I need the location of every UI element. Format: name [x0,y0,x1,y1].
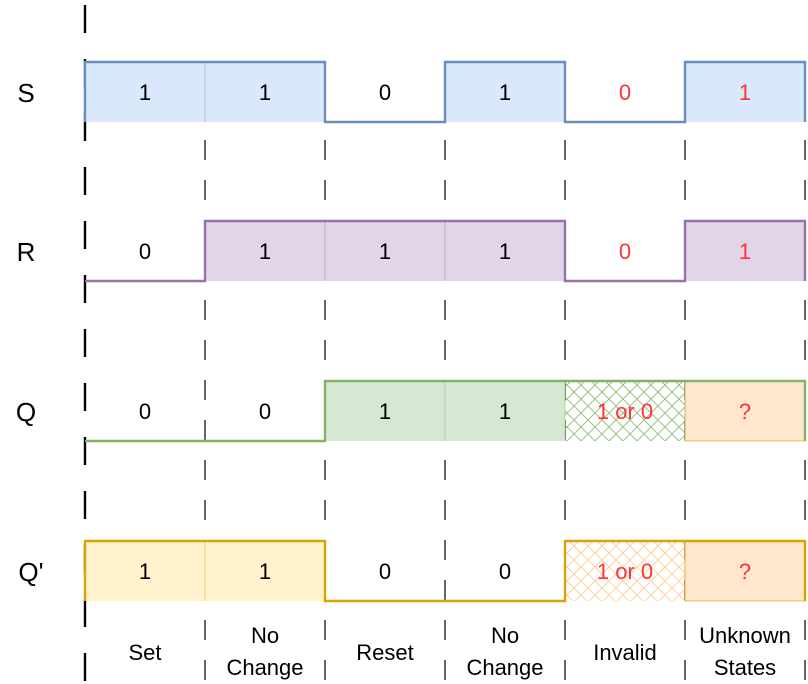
cell-fill [85,541,205,601]
cell-fill [445,381,565,441]
cell-fill [205,221,325,281]
phase-text: Set [128,640,161,665]
cell-fill [685,541,805,601]
cell-fill [205,62,325,122]
phase-text-line-2: States [714,655,776,680]
cell-fill [685,221,805,281]
signal-labels: S R Q Q' [16,78,44,587]
cell-value: 0 [379,559,391,584]
cell-value: 0 [139,239,151,264]
cell-value: 1 [499,239,511,264]
cell-value: 1 [139,559,151,584]
cell-fill [445,62,565,122]
cell-fill [445,221,565,281]
cell-fill [565,541,685,601]
cell-fill [685,381,805,441]
cell-value: 1 [139,80,151,105]
phase-label-reset: Reset [356,640,413,665]
cell-value: ? [739,399,751,424]
cell-fill [85,62,205,122]
signal-row-q: 1 1 0 0 1 or 0? [83,539,807,603]
phase-text: Reset [356,640,413,665]
phase-label-no-change: No Change [466,623,543,680]
phase-text: Invalid [593,640,657,665]
cell-value: 1 [379,239,391,264]
signal-label-r: R [17,237,36,267]
cell-value: 0 [499,559,511,584]
phase-text-line-2: Change [226,655,303,680]
phase-text-line-2: Change [466,655,543,680]
cell-value: 1 [499,80,511,105]
cell-fill [325,381,445,441]
cell-value: 0 [139,399,151,424]
phase-text-line-1: Unknown [699,623,791,648]
phase-label-set: Set [128,640,161,665]
phase-label-no-change: No Change [226,623,303,680]
cell-value: ? [739,559,751,584]
phase-text-line-1: No [491,623,519,648]
cell-value: 0 [259,399,271,424]
cell-fill [565,381,685,441]
signal-rows: 1 1 0 1 0 1 0 1 1 1 0 1 0 0 1 1 1 or 0 ? 1 1 0 0 1 or 0? [83,60,807,603]
cell-value: 1 [499,399,511,424]
cell-value: 0 [619,80,631,105]
cell-value: 1 or 0 [597,559,653,584]
signal-row-s: 1 1 0 1 0 1 [83,60,807,124]
cell-value: 1 [739,80,751,105]
signal-row-q: 0 0 1 1 1 or 0? [85,379,807,443]
phase-label-invalid: Invalid [593,640,657,665]
cell-fill [205,541,325,601]
cell-value: 1 [379,399,391,424]
cell-value: 1 [259,559,271,584]
signal-label-q: Q [16,397,36,427]
cell-value: 0 [619,239,631,264]
waveform-r [85,219,807,283]
signal-label-q: Q' [18,557,43,587]
cell-fill [325,221,445,281]
cell-value: 1 [259,239,271,264]
phase-text-line-1: No [251,623,279,648]
phase-label-unknown-states: Unknown States [699,623,791,680]
signal-row-r: 0 1 1 1 0 1 [85,219,807,283]
waveform-q [83,539,807,603]
cell-fill [685,62,805,122]
phase-labels: Set No Change Reset No Change Invalid Unknown St… [128,623,790,680]
signal-label-s: S [17,78,34,108]
cell-value: 0 [379,80,391,105]
cell-value: 1 [259,80,271,105]
cell-value: 1 [739,239,751,264]
cell-value: 1 or 0 [597,399,653,424]
